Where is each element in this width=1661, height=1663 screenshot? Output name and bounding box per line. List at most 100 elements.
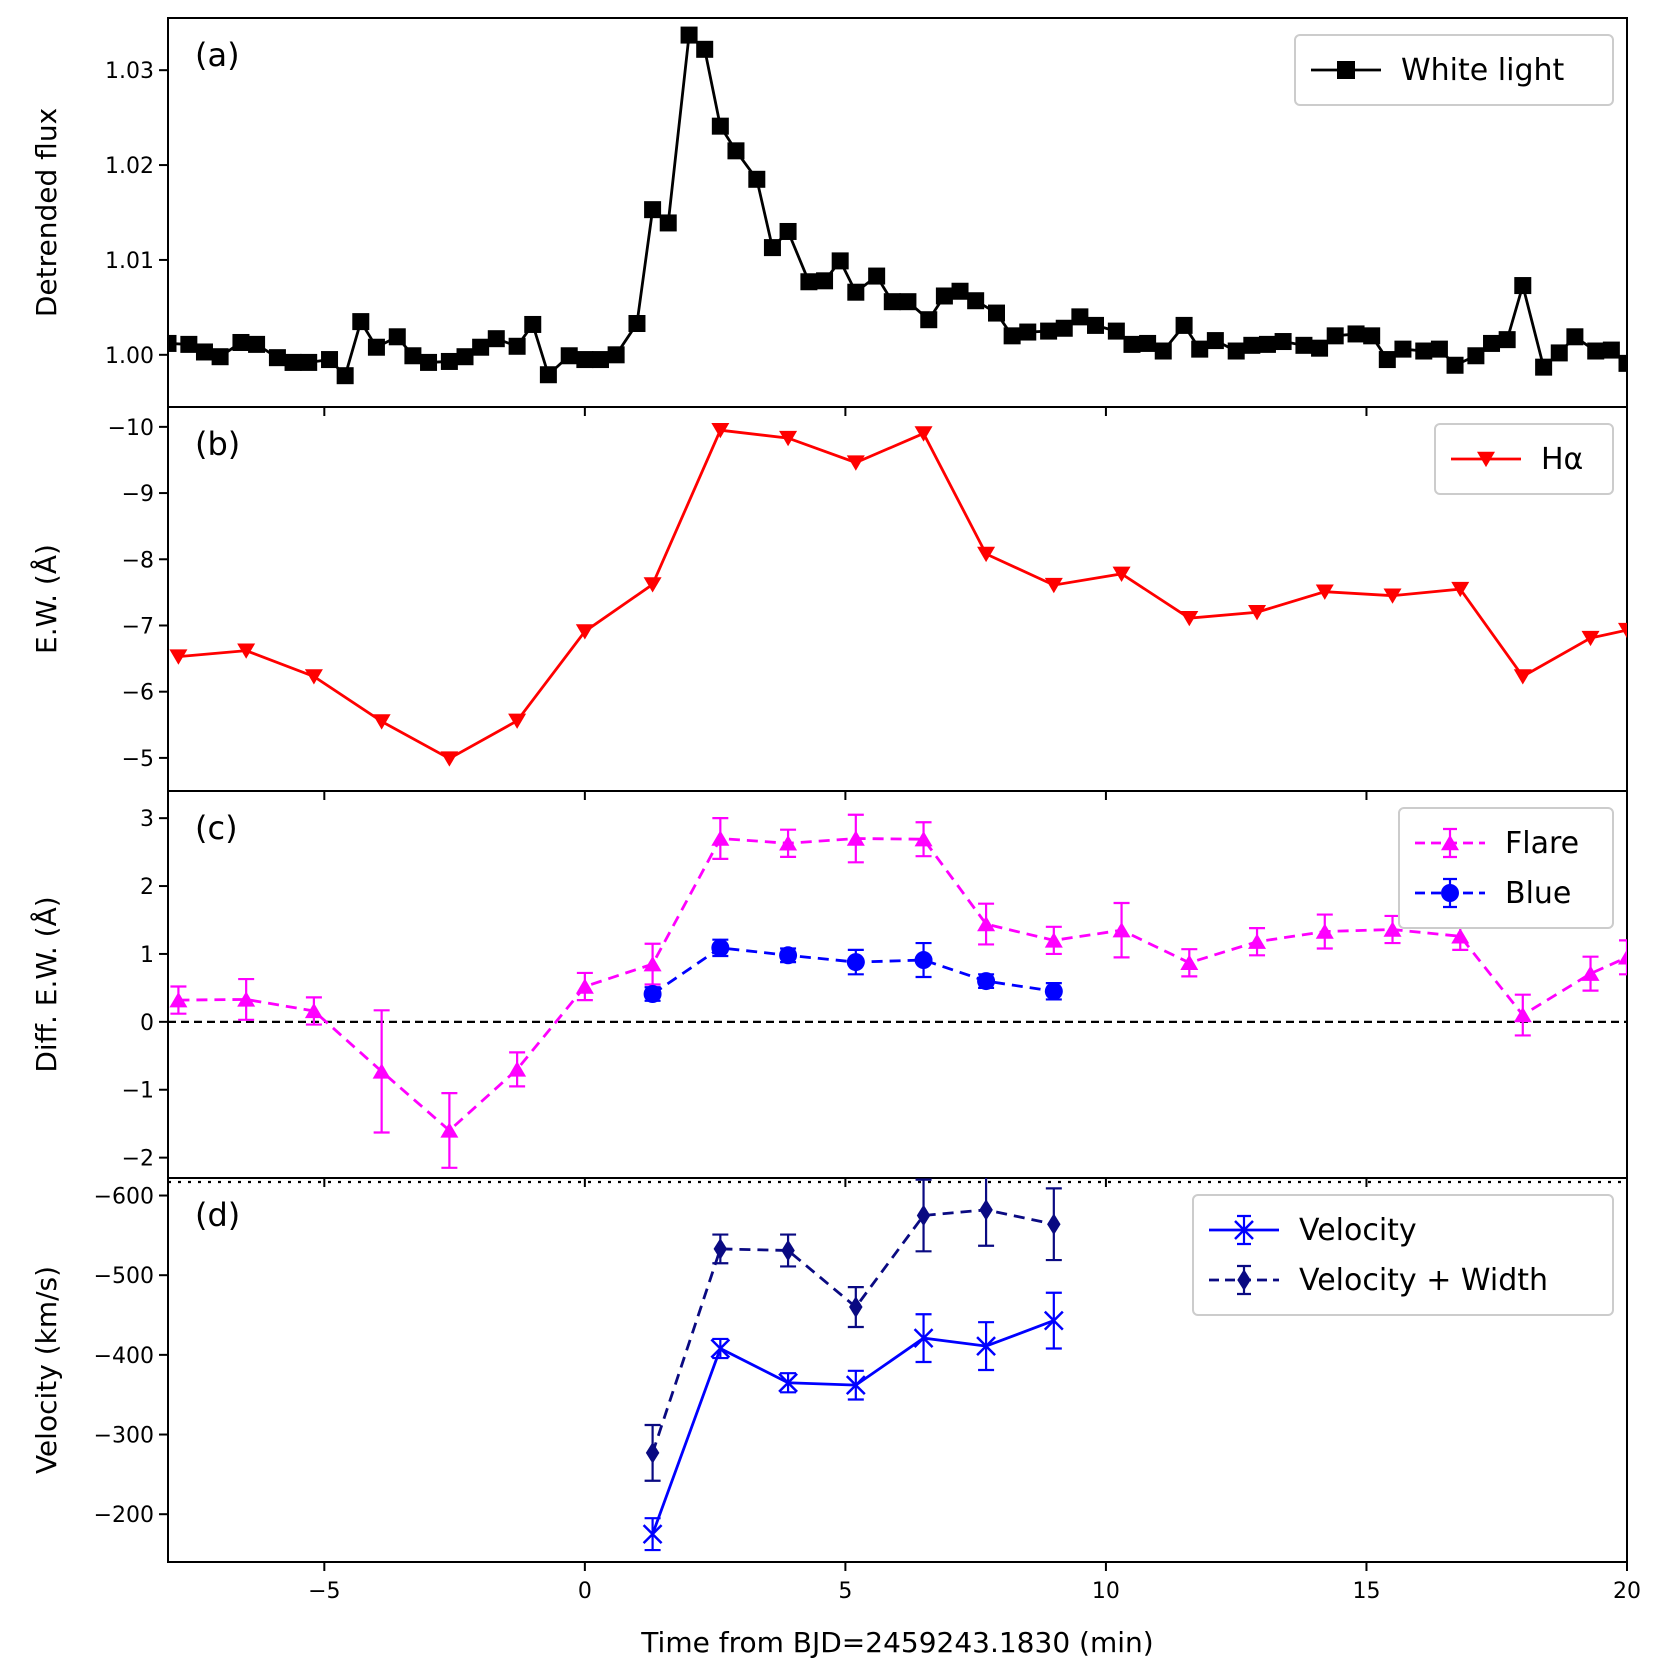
panel-a-series-white-light-point [456, 348, 474, 366]
panel-a-legend-white-light-label: White light [1401, 53, 1564, 88]
panel-b-frame [167, 406, 1628, 792]
panel-b-series-h--point [711, 422, 730, 439]
panel-c-series-flare-point [1513, 1006, 1532, 1023]
panel-c-series-flare-point [711, 830, 730, 846]
panel-d-series-velocity-width-point [645, 1442, 660, 1464]
panel-a-series-white-light-point [868, 267, 886, 285]
panel-c-series-blue-point [779, 946, 798, 965]
panel-a-series-white-light-point [1363, 327, 1381, 345]
panel-c-series-flare-point [1248, 933, 1267, 949]
panel-d-series-velocity-width-point [1047, 1213, 1061, 1236]
panel-a-series-white-light-point [195, 343, 213, 361]
panel-a-legend [1294, 34, 1614, 106]
panel-a-series-white-light-point [883, 293, 901, 311]
panel-b-series-h--point [1044, 577, 1063, 594]
panel-a-series-white-light-point [1347, 325, 1365, 343]
panel-c-ytick-label: 1 [140, 943, 154, 968]
panel-d-ytick-label: −500 [94, 1264, 154, 1289]
panel-a-series-white-light-point [1295, 336, 1313, 354]
panel-a-series-white-light-point [336, 367, 354, 385]
panel-a-series-white-light-point [1258, 335, 1276, 353]
panel-a-ytick-label: 1.01 [105, 249, 154, 274]
panel-b-series-h--point [440, 751, 459, 767]
panel-d-ytick-label: −300 [94, 1424, 154, 1449]
panel-a-series-white-light-point [727, 142, 745, 160]
panel-d-series-velocity-point [1043, 1310, 1064, 1331]
panel-a-series-white-light-point [1566, 328, 1584, 346]
panel-d-series-velocity-point [913, 1328, 934, 1349]
panel-b-series-h--point [914, 426, 933, 442]
panel-a-series-white-light-point [1602, 341, 1620, 359]
panel-a-series-white-light-point [628, 315, 646, 333]
panel-c-series-flare-point [1618, 949, 1627, 965]
panel-a-series-white-light-point [367, 338, 385, 356]
panel-c-series-flare-point [1315, 923, 1334, 939]
panel-a-series-white-light-point [816, 272, 834, 290]
panel-a-series-white-light-point [508, 337, 526, 355]
panel-c-series-flare-point [508, 1061, 527, 1077]
panel-d-ytick-label: −400 [94, 1344, 154, 1369]
panel-a-legend-white-light-marker [1337, 61, 1355, 79]
panel-b-series-h--point [508, 713, 527, 729]
panel-a-series-white-light-point [1467, 347, 1485, 365]
panel-c-ylabel: Diff. E.W. (Å) [29, 896, 63, 1072]
panel-a-series-white-light-point [560, 347, 578, 365]
panel-a-ytick-label: 1.03 [105, 59, 154, 84]
panel-a-series-white-light-point [352, 313, 370, 331]
panel-c-series-flare-point [1180, 954, 1199, 970]
panel-c-series-flare-point [575, 978, 594, 994]
panel-c-series-flare-point [1383, 921, 1402, 937]
panel-b-series-h--point [372, 714, 391, 730]
panel-c-series-flare-errorbar [1619, 939, 1627, 976]
panel-b-series-h--point [1112, 566, 1131, 582]
panel-a-ylabel: Detrended flux [30, 108, 63, 317]
panel-a-series-white-light-point [779, 222, 797, 240]
x-axis-label: Time from BJD=2459243.1830 (min) [640, 1626, 1153, 1659]
panel-c-series-blue-point [1044, 982, 1063, 1001]
panel-a-series-white-light-point [1587, 342, 1605, 360]
panel-c-legend-flare-marker [1441, 834, 1459, 851]
panel-d-series-velocity-point [778, 1372, 798, 1393]
panel-a-series-white-light-point [748, 170, 766, 188]
panel-c-ytick-label: −2 [122, 1147, 154, 1172]
panel-a-series-white-light-point [1274, 333, 1292, 351]
panel-d-legend-velocity-width-label: Velocity + Width [1299, 1263, 1548, 1298]
panel-a-series-white-light-point [951, 282, 969, 300]
panel-b-series-h--line [178, 428, 1627, 761]
panel-d-series-velocity-width-point [781, 1239, 795, 1262]
panel-a-series-white-light-point [1227, 342, 1245, 360]
panel-c-series-flare-point [1451, 928, 1470, 944]
panel-b-ytick-label: −9 [122, 482, 154, 507]
panel-a-series-white-light-point [1243, 336, 1261, 354]
panel-c-series-blue-point [711, 938, 730, 957]
panel-c-series-blue-point [846, 953, 865, 972]
panel-b-series-h--point [575, 624, 594, 640]
panel-c-legend-flare-label: Flare [1505, 826, 1579, 861]
panel-a-series-white-light-point [607, 346, 625, 364]
panel-d-ylabel: Velocity (km/s) [30, 1266, 63, 1474]
panel-a-series-white-light-point [472, 338, 490, 356]
panel-a-series-white-light-point [1535, 358, 1553, 376]
panel-d-series-velocity-width-point [916, 1204, 931, 1227]
panel-a-plot-area [168, 26, 1627, 385]
panel-b-ylabel: E.W. (Å) [29, 544, 63, 654]
panel-d-frame [167, 1177, 1628, 1563]
panel-a-series-white-light-point [1154, 342, 1172, 360]
panel-a-series-white-light-point [1311, 339, 1329, 357]
panel-a-series-white-light-point [644, 201, 662, 219]
panel-a-series-white-light-point [920, 311, 938, 329]
panel-a-series-white-light-point [1430, 340, 1448, 358]
panel-c-series-flare-point [169, 992, 188, 1008]
panel-d-series-velocity-point [710, 1338, 731, 1359]
panel-b-series-h--point [1513, 669, 1532, 685]
panel-c-series-flare-point [914, 831, 933, 847]
panel-a-series-white-light-point [576, 351, 594, 369]
panel-a-series-white-light-point [168, 334, 177, 352]
panel-b-series-h--point [1180, 611, 1199, 627]
panel-d-series-velocity-point [976, 1336, 996, 1356]
panel-a-series-white-light-point [1055, 319, 1073, 337]
panel-c-ytick-label: 2 [140, 875, 154, 900]
panel-a-series-white-light-point [847, 283, 865, 301]
panel-c-series-flare-point [977, 915, 996, 932]
panel-a-series-white-light-point [232, 333, 250, 351]
